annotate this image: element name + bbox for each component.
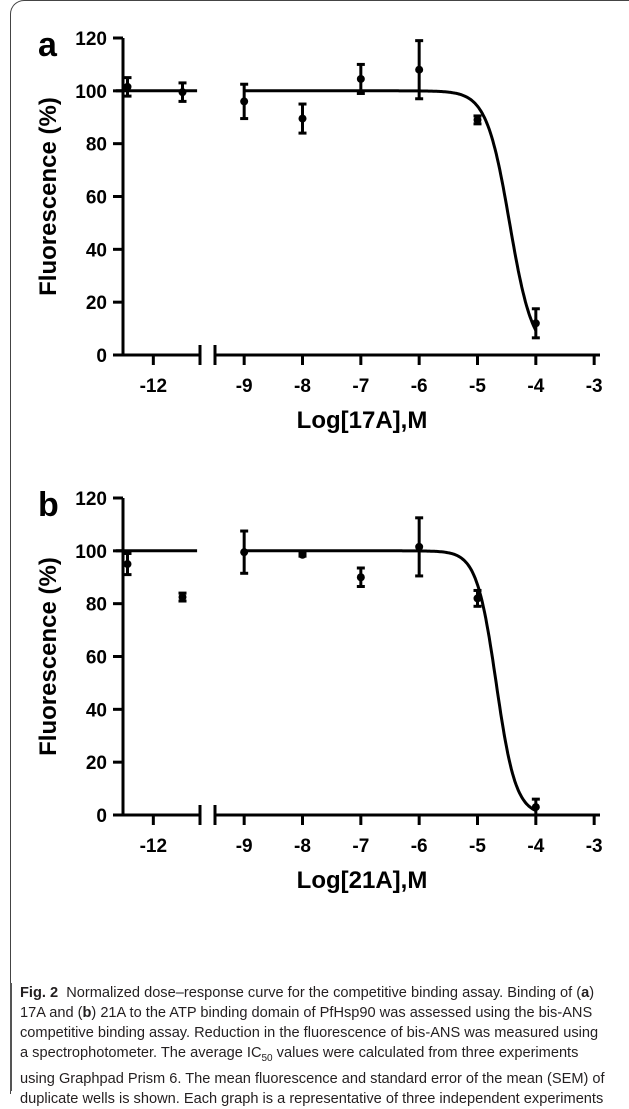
data-point — [123, 560, 132, 569]
x-tick-label: -5 — [469, 836, 486, 857]
y-tick-label: 40 — [86, 700, 107, 721]
x-tick-label: -3 — [586, 376, 603, 397]
caption-title: Normalized dose–response curve for the c… — [66, 985, 504, 1001]
y-tick-label: 40 — [86, 240, 107, 261]
data-point — [240, 548, 249, 557]
caption-panel-a-ref: a — [581, 985, 590, 1001]
y-tick-label: 0 — [96, 346, 107, 367]
x-tick-label: -4 — [527, 836, 544, 857]
data-point — [531, 803, 540, 812]
x-tick-label: -12 — [140, 836, 167, 857]
caption-subscript: 50 — [261, 1052, 273, 1064]
data-point — [123, 82, 132, 91]
x-tick-label: -7 — [352, 836, 369, 857]
x-tick-label: -6 — [411, 836, 428, 857]
caption-text-2: ) 17A and ( — [20, 985, 595, 1021]
x-tick-label: -9 — [236, 836, 253, 857]
x-tick-label: -8 — [294, 836, 311, 857]
caption-fig-label: Fig. 2 — [20, 985, 59, 1001]
y-tick-label: 60 — [86, 648, 107, 669]
x-tick-label: -5 — [469, 376, 486, 397]
x-tick-label: -6 — [411, 376, 428, 397]
y-tick-label: 100 — [75, 82, 107, 103]
data-point — [298, 550, 307, 559]
x-tick-label: -8 — [294, 376, 311, 397]
data-point — [178, 88, 187, 97]
figure-frame: a 0 20 40 60 80 100 120 Fluorescence (%) -12 -9 -8 -… — [10, 0, 629, 1094]
x-axis-title: Log[17A],M — [297, 407, 428, 434]
x-axis-title: Log[21A],M — [297, 867, 428, 894]
y-tick-label: 120 — [75, 29, 107, 50]
data-point — [415, 542, 424, 551]
fit-curve-right — [244, 549, 537, 812]
data-point — [178, 593, 187, 602]
y-tick-label: 20 — [86, 293, 107, 314]
data-point — [240, 97, 249, 106]
y-tick-label: 20 — [86, 753, 107, 774]
y-tick-label: 80 — [86, 135, 107, 156]
data-point — [531, 319, 540, 328]
y-tick-label: 120 — [75, 489, 107, 510]
y-tick-label: 0 — [96, 806, 107, 827]
data-point — [298, 114, 307, 123]
y-axis-title: Fluorescence (%) — [35, 557, 62, 756]
caption-panel-b-ref: b — [82, 1005, 92, 1021]
x-tick-label: -4 — [527, 376, 544, 397]
y-tick-label: 80 — [86, 595, 107, 616]
caption-text-3: ) 21A to the ATP binding domain of PfHsp… — [20, 1005, 599, 1061]
data-point — [415, 65, 424, 74]
caption-text-1: Binding of ( — [507, 985, 582, 1001]
caption-bar — [10, 983, 12, 1091]
panel-letter: b — [38, 486, 59, 524]
data-point — [473, 594, 482, 603]
y-tick-label: 100 — [75, 542, 107, 563]
x-tick-label: -12 — [140, 376, 167, 397]
chart-panel-a: a 0 20 40 60 80 100 120 Fluorescence (%) -12 -9 -8 -… — [35, 26, 603, 434]
data-point — [356, 74, 365, 83]
x-tick-label: -3 — [586, 836, 603, 857]
chart-panel-b: b 0 20 40 60 80 100 120 Fluorescence (%) -12 -9 -8 -… — [35, 486, 603, 894]
data-point — [473, 115, 482, 124]
panel-letter: a — [38, 26, 58, 64]
data-point — [356, 573, 365, 582]
y-tick-label: 60 — [86, 188, 107, 209]
x-tick-label: -9 — [236, 376, 253, 397]
fit-curve-right — [244, 89, 538, 332]
y-axis-title: Fluorescence (%) — [35, 97, 62, 296]
figure-caption: Fig. 2 Normalized dose–response curve fo… — [20, 983, 610, 1109]
x-tick-label: -7 — [352, 376, 369, 397]
